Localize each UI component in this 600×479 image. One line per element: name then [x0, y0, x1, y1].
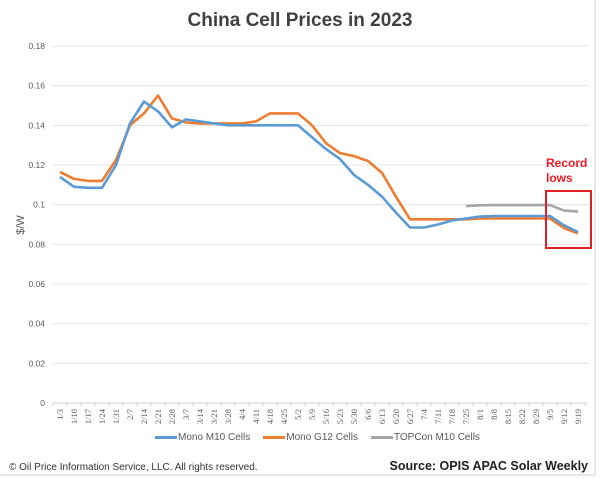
y-tick-label: 0.1 — [33, 200, 45, 210]
x-tick-label: 7/18 — [447, 409, 457, 424]
legend-swatch-topcon-m10 — [370, 435, 393, 439]
x-tick-label: 2/21 — [153, 409, 163, 424]
x-tick-label: 1/10 — [69, 409, 79, 424]
x-tick-label: 7/4 — [419, 408, 429, 420]
x-tick-label: 3/21 — [209, 409, 219, 424]
x-tick-label: 2/7 — [125, 409, 135, 420]
legend-item-mono-m10: Mono M10 Cells — [155, 432, 250, 443]
x-tick-label: 4/4 — [237, 408, 247, 420]
chart-title: China Cell Prices in 2023 — [187, 10, 413, 31]
x-tick-label: 5/16 — [321, 409, 331, 424]
legend-item-topcon-m10: TOPCon M10 Cells — [370, 431, 480, 443]
x-tick-label: 8/22 — [517, 409, 527, 424]
x-tick-label: 9/12 — [559, 409, 569, 424]
y-tick-label: 0.08 — [28, 239, 45, 249]
chart-legend: Mono M10 Cells Mono G12 Cells TOPCon M10… — [155, 430, 493, 444]
legend-item-mono-g12: Mono G12 Cells — [263, 432, 358, 443]
x-tick-label: 3/14 — [195, 408, 205, 424]
x-tick-label: 1/3 — [55, 409, 65, 420]
x-tick-label: 8/1 — [475, 409, 485, 420]
x-tick-label: 9/5 — [545, 409, 555, 420]
record-lows-annotation: Record lows — [546, 156, 587, 186]
x-tick-label: 4/18 — [265, 409, 275, 424]
x-tick-label: 2/28 — [167, 409, 177, 424]
legend-label-topcon-m10: TOPCon M10 Cells — [393, 431, 480, 443]
x-tick-labels: 1/3 1/10 1/17 1/24 1/31 2/7 2/14 2/21 2/28 3/7 3/1… — [52, 403, 586, 424]
x-tick-label: 6/20 — [391, 409, 401, 424]
x-tick-label: 9/19 — [573, 409, 583, 424]
x-tick-label: 7/25 — [461, 409, 471, 424]
x-tick-label: 5/23 — [335, 409, 345, 424]
legend-label-mono-g12: Mono G12 Cells — [286, 431, 358, 443]
y-tick-label: 0.02 — [28, 358, 45, 368]
annotation-line-2: lows — [546, 171, 573, 185]
x-tick-label: 8/29 — [531, 409, 541, 424]
y-tick-label: 0 — [40, 398, 45, 408]
x-tick-label: 4/25 — [279, 409, 289, 424]
y-tick-labels: 0 0.02 0.04 0.06 0.08 0.1 0.12 0.14 0.16 0.18 — [28, 41, 45, 408]
y-axis-label: $/W — [15, 215, 27, 235]
x-tick-label: 7/11 — [433, 409, 443, 424]
annotation-line-1: Record — [546, 156, 588, 170]
y-tick-label: 0.12 — [28, 160, 45, 170]
x-tick-label: 5/2 — [293, 409, 303, 420]
x-tick-label: 3/28 — [223, 409, 233, 424]
x-tick-label: 5/9 — [307, 409, 317, 420]
y-tick-label: 0.16 — [28, 81, 45, 91]
x-tick-label: 6/13 — [377, 409, 387, 424]
legend-swatch-mono-m10 — [155, 435, 177, 439]
y-tick-label: 0.14 — [28, 120, 45, 130]
y-tick-label: 0.18 — [28, 41, 45, 51]
x-tick-label: 1/24 — [97, 408, 107, 424]
x-tick-label: 6/27 — [405, 409, 415, 424]
x-tick-label: 6/6 — [363, 409, 373, 420]
y-tick-label: 0.06 — [28, 279, 45, 289]
legend-label-mono-m10: Mono M10 Cells — [178, 431, 251, 443]
x-tick-label: 8/15 — [503, 409, 513, 424]
source-note: Source: OPIS APAC Solar Weekly — [389, 459, 588, 473]
series-line-mono-g12-cells — [59, 94, 579, 235]
y-tick-label: 0.04 — [28, 319, 45, 329]
x-tick-label: 1/17 — [83, 409, 93, 424]
x-tick-label: 3/7 — [181, 409, 191, 420]
series-line-mono-m10-cells — [59, 100, 579, 234]
series-lines — [59, 94, 579, 235]
x-tick-label: 1/31 — [111, 409, 121, 424]
x-tick-label: 8/8 — [489, 409, 499, 420]
copyright-notice: © Oil Price Information Service, LLC. Al… — [9, 462, 258, 473]
x-tick-label: 4/11 — [251, 409, 261, 424]
x-tick-label: 2/14 — [139, 408, 149, 424]
x-tick-label: 5/30 — [349, 409, 359, 424]
gridlines — [53, 45, 588, 404]
legend-swatch-mono-g12 — [263, 435, 286, 439]
series-line-topcon-m10-cells — [465, 203, 579, 213]
record-lows-highlight-box — [545, 190, 592, 249]
